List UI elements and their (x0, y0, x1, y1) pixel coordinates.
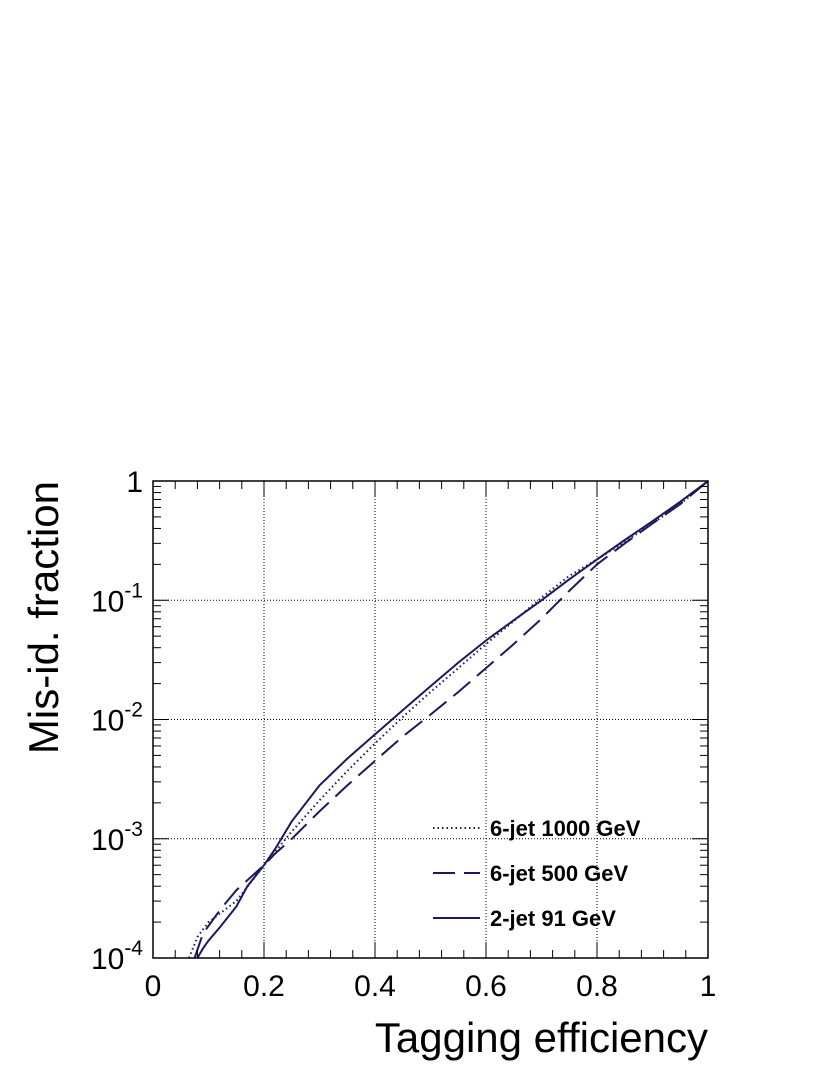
legend: 6-jet 1000 GeV 6-jet 500 GeV 2-jet 91 GeV (433, 816, 641, 931)
y-tick-labels: 10-4 10-3 10-2 10-1 1 (91, 466, 143, 976)
x-tick-label: 1 (700, 970, 717, 1003)
x-tick-label: 0.4 (354, 970, 396, 1003)
x-axis-title: Tagging efficiency (375, 1014, 708, 1061)
legend-label: 2-jet 91 GeV (490, 906, 616, 931)
y-tick-label: 1 (126, 466, 143, 499)
x-tick-label: 0.6 (465, 970, 507, 1003)
series-line-solid (196, 480, 709, 959)
y-tick-label: 10-3 (91, 818, 143, 857)
series-lines (188, 480, 709, 959)
x-tick-label: 0.8 (576, 970, 618, 1003)
grid-lines (153, 481, 708, 958)
y-axis-title: Mis-id. fraction (20, 481, 67, 754)
legend-label: 6-jet 500 GeV (490, 861, 629, 886)
y-tick-label: 10-4 (91, 937, 143, 976)
axis-ticks (152, 481, 709, 959)
series-line-dashed (193, 480, 709, 959)
x-tick-label: 0.2 (243, 970, 285, 1003)
y-tick-label: 10-1 (91, 579, 143, 618)
x-tick-label: 0 (145, 970, 162, 1003)
legend-label: 6-jet 1000 GeV (490, 816, 641, 841)
y-tick-label: 10-2 (91, 699, 143, 738)
x-tick-labels: 0 0.2 0.4 0.6 0.8 1 (145, 970, 717, 1003)
